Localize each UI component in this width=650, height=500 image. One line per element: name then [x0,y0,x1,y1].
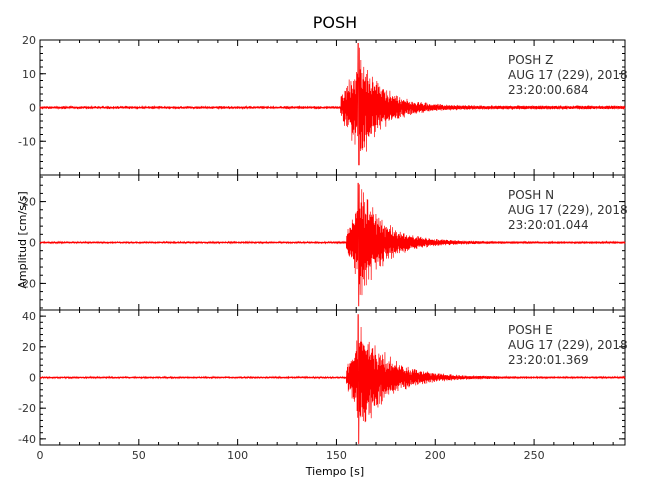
y-tick-label: 10 [22,68,36,81]
y-tick-label: -20 [18,277,36,290]
x-tick-label: 150 [326,449,347,462]
y-tick-label: 0 [29,237,36,250]
station-label-line: AUG 17 (229), 2018 [508,338,628,352]
station-label-line: POSH N [508,188,554,202]
x-tick-label: 50 [132,449,146,462]
station-label-line: 23:20:00.684 [508,83,589,97]
y-tick-label: 20 [22,341,36,354]
chart-title: POSH [313,13,357,32]
y-tick-label: -10 [18,135,36,148]
station-label-line: POSH E [508,323,553,337]
x-tick-label: 200 [425,449,446,462]
station-label-line: 23:20:01.044 [508,218,589,232]
y-tick-label: -40 [18,433,36,446]
y-axis-label: Amplitud [cm/s/s] [16,191,29,288]
station-label-line: AUG 17 (229), 2018 [508,68,628,82]
x-axis-label: Tiempo [s] [305,465,364,478]
station-label-line: 23:20:01.369 [508,353,589,367]
waveform-trace [39,43,626,166]
y-tick-label: 20 [22,196,36,209]
x-tick-label: 100 [227,449,248,462]
y-tick-label: -20 [18,402,36,415]
waveform-trace [39,314,626,444]
x-tick-label: 250 [524,449,545,462]
y-tick-label: 40 [22,310,36,323]
y-tick-label: 20 [22,34,36,47]
station-label-line: POSH Z [508,53,553,67]
y-tick-label: 0 [29,372,36,385]
station-label-line: AUG 17 (229), 2018 [508,203,628,217]
x-tick-label: 0 [37,449,44,462]
waveform-trace [39,182,626,307]
y-tick-label: 0 [29,102,36,115]
